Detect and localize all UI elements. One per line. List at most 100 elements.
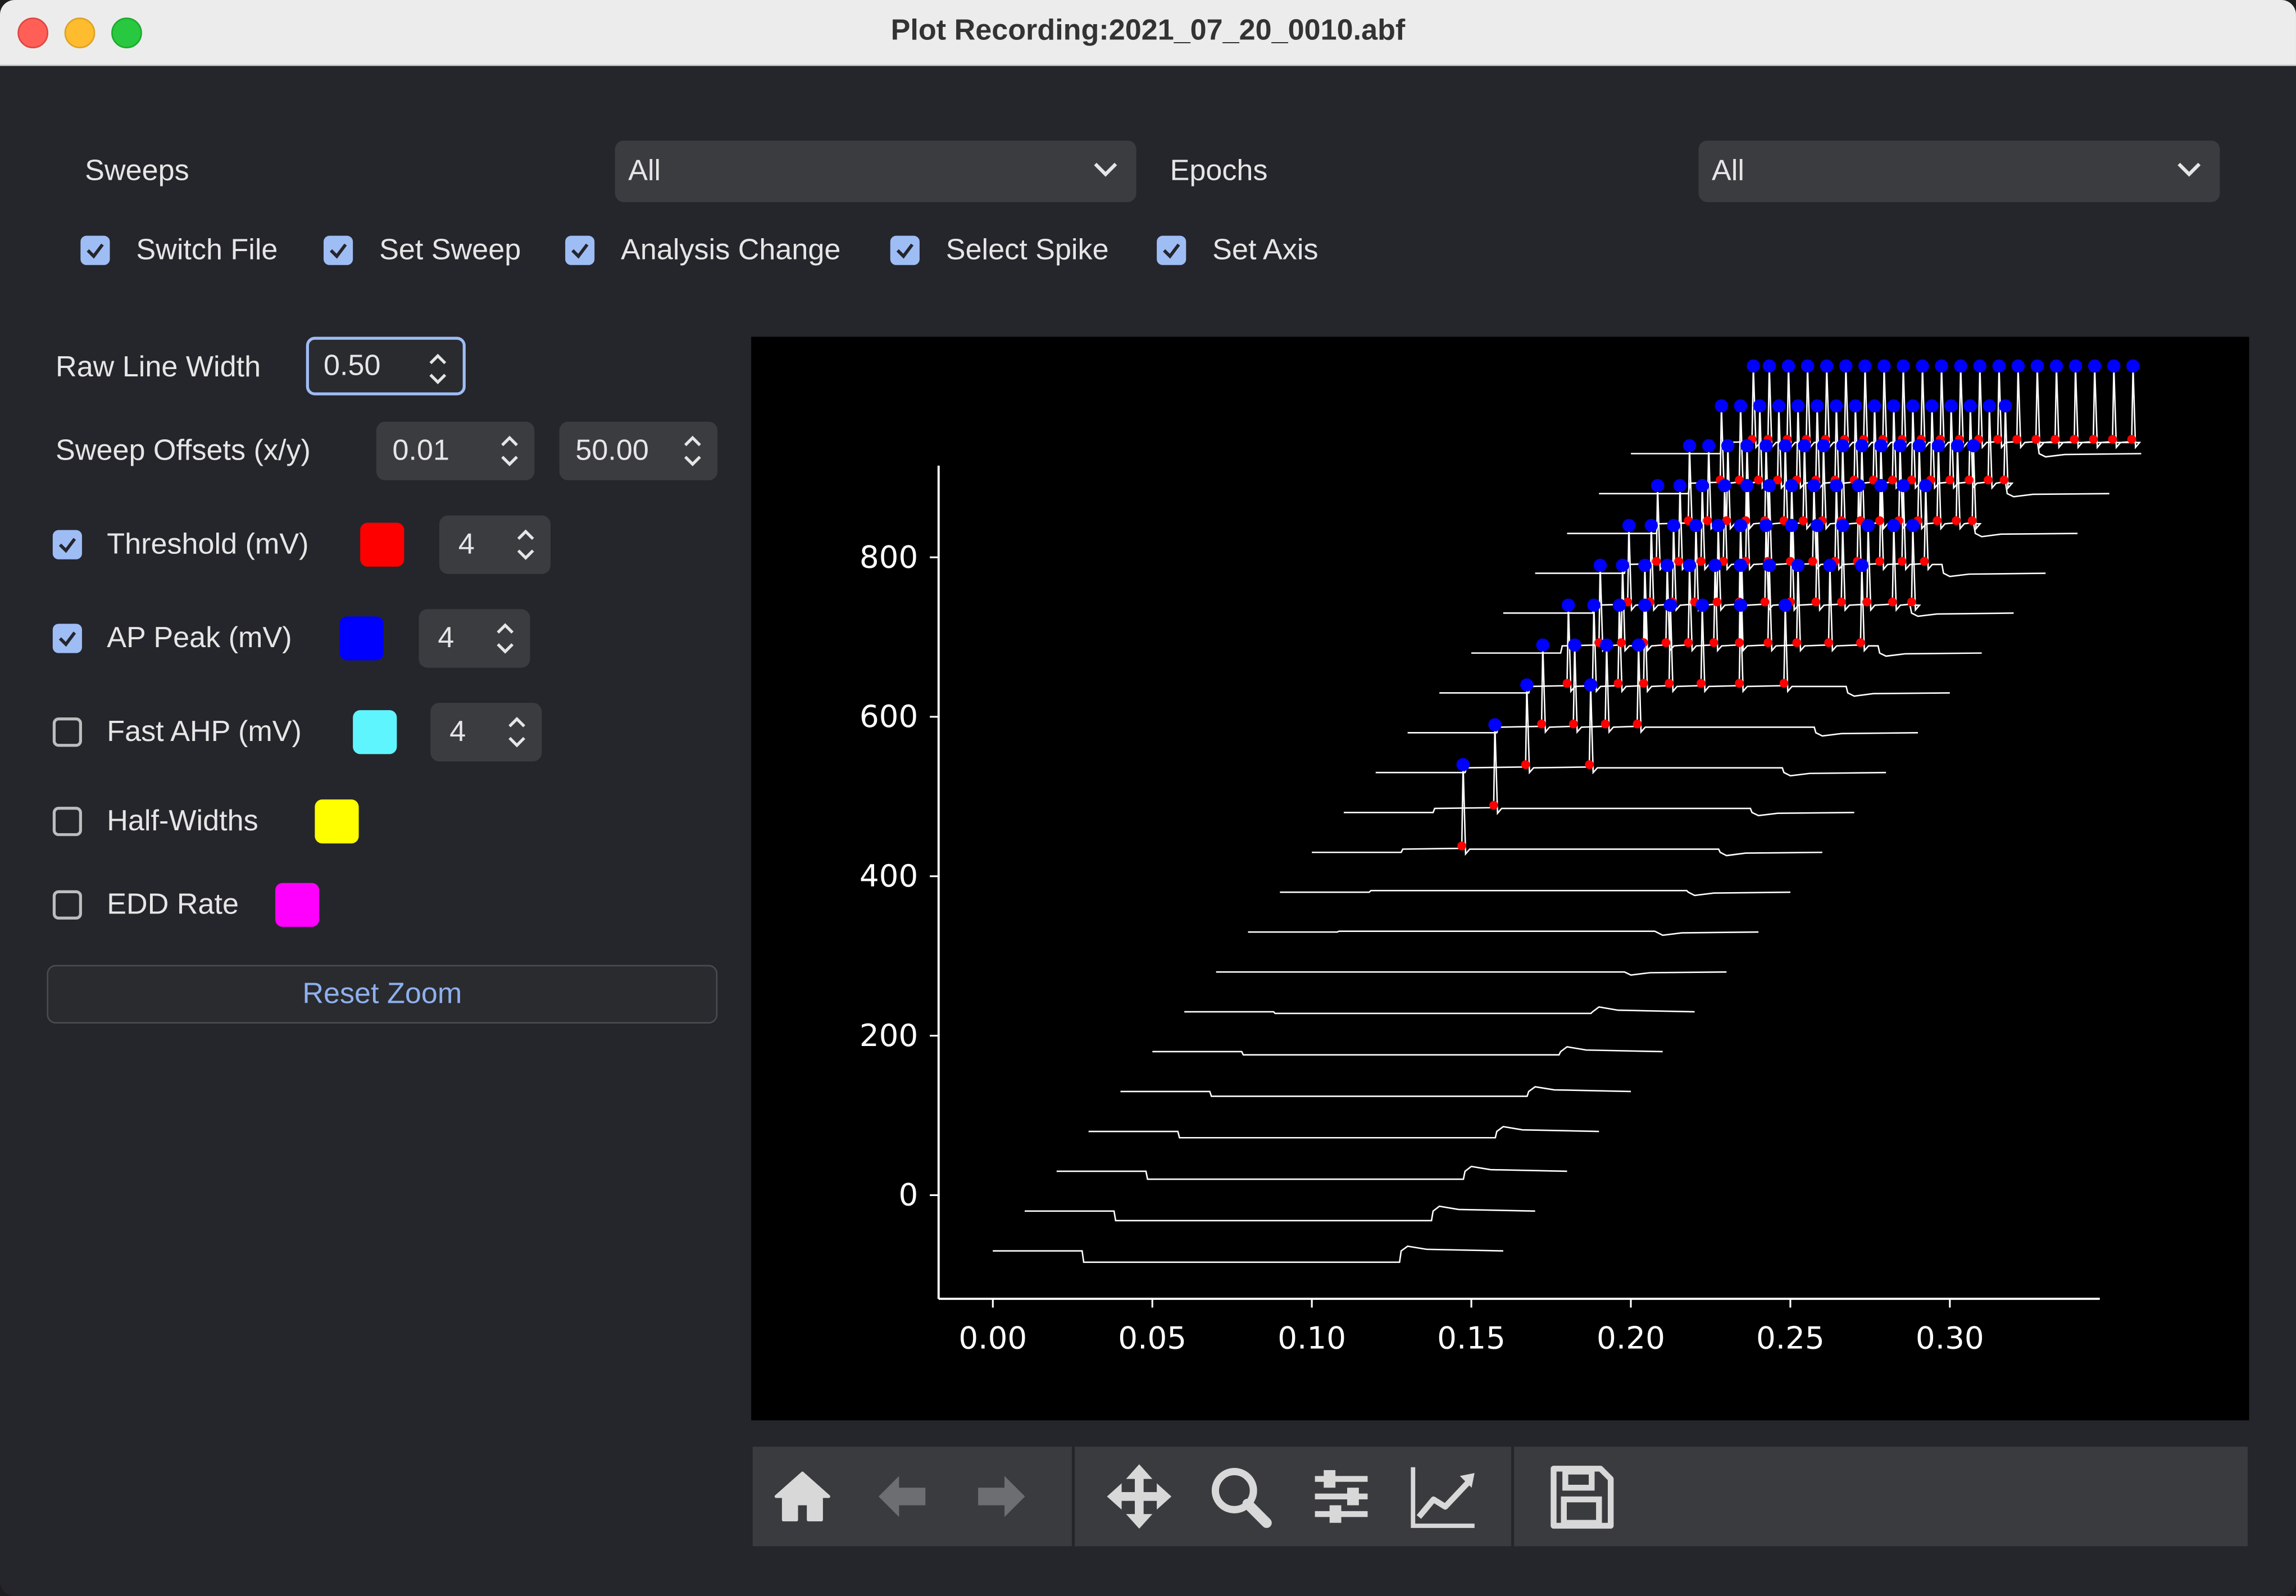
home-icon[interactable] xyxy=(767,1461,838,1531)
ap-peak-marker xyxy=(1759,439,1773,453)
sweep-trace xyxy=(993,1245,1503,1263)
fast-ahp-color-swatch[interactable] xyxy=(353,710,397,754)
spin-arrows-icon[interactable] xyxy=(499,432,520,470)
set-sweep-checkbox[interactable] xyxy=(324,235,353,265)
ap-peak-marker xyxy=(1944,399,1958,413)
sweep-trace xyxy=(1248,930,1759,936)
ap-peak-marker xyxy=(1791,399,1805,413)
ap-peak-marker xyxy=(1683,558,1697,572)
y-tick-label: 0 xyxy=(898,1177,918,1213)
threshold-marker xyxy=(1965,475,1974,485)
fast-ahp-checkbox[interactable] xyxy=(52,717,82,747)
checkmark-icon xyxy=(1163,243,1180,259)
raw-line-width-label: Raw Line Width xyxy=(56,351,261,384)
threshold-marker xyxy=(1999,475,2009,485)
threshold-size-spinbox[interactable]: 4 xyxy=(439,515,551,574)
title-bar: Plot Recording:2021_07_20_0010.abf xyxy=(0,0,2296,66)
sweep-offsets-label: Sweep Offsets (x/y) xyxy=(56,435,311,467)
edit-axis-icon[interactable] xyxy=(1407,1461,1477,1531)
reset-zoom-button[interactable]: Reset Zoom xyxy=(47,965,718,1024)
ap-peak-marker xyxy=(1781,359,1795,373)
spin-arrows-icon[interactable] xyxy=(507,713,527,751)
spin-arrows-icon[interactable] xyxy=(683,432,703,470)
ap-peak-marker xyxy=(1762,558,1776,572)
ap-peak-marker xyxy=(1935,359,1948,373)
threshold-marker xyxy=(1811,597,1821,607)
configure-subplots-icon[interactable] xyxy=(1306,1461,1376,1531)
sweeps-chart[interactable]: 0.00 0.05 0.10 0.15 0.20 0.25 0.30 0 200 400 600 80… xyxy=(751,337,2249,1420)
edd-rate-color-swatch[interactable] xyxy=(275,883,320,927)
threshold-marker xyxy=(1933,516,1942,525)
raw-line-width-spinbox[interactable]: 0.50 xyxy=(306,337,466,395)
sweep-offset-x-spinbox[interactable]: 0.01 xyxy=(376,421,535,480)
threshold-color-swatch[interactable] xyxy=(360,522,404,567)
ap-peak-size-spinbox[interactable]: 4 xyxy=(419,609,530,668)
spin-arrows-icon[interactable] xyxy=(495,620,515,658)
ap-peak-marker xyxy=(1689,519,1703,533)
ap-peak-marker xyxy=(1874,479,1888,493)
analysis-change-label: Analysis Change xyxy=(621,234,841,267)
zoom-icon[interactable] xyxy=(1205,1461,1275,1531)
analysis-change-checkbox[interactable] xyxy=(565,235,595,265)
ap-peak-marker xyxy=(1718,479,1731,493)
ap-peak-marker xyxy=(1762,359,1776,373)
threshold-marker xyxy=(2108,435,2117,444)
spin-arrows-icon[interactable] xyxy=(428,350,448,388)
ap-peak-marker xyxy=(1998,399,2012,413)
half-widths-checkbox[interactable] xyxy=(52,807,82,836)
minimize-window-button[interactable] xyxy=(64,17,96,49)
half-widths-color-swatch[interactable] xyxy=(315,799,359,844)
threshold-marker xyxy=(1652,557,1661,566)
x-tick-label: 0.20 xyxy=(1597,1320,1665,1356)
save-icon[interactable] xyxy=(1546,1461,1616,1531)
ap-peak-marker xyxy=(1715,399,1728,413)
forward-arrow-icon[interactable] xyxy=(966,1461,1036,1531)
edd-rate-checkbox[interactable] xyxy=(52,890,82,920)
threshold-label: Threshold (mV) xyxy=(107,528,309,561)
threshold-marker xyxy=(1639,679,1648,688)
ap-peak-marker xyxy=(1855,558,1868,572)
switch-file-checkbox[interactable] xyxy=(80,235,110,265)
epochs-select[interactable]: All xyxy=(1698,140,2220,202)
raw-line-width-value: 0.50 xyxy=(324,349,381,383)
zoom-window-button[interactable] xyxy=(111,17,142,49)
sweep-trace xyxy=(1503,525,2014,617)
y-tick-label: 800 xyxy=(860,539,918,575)
ap-peak-marker xyxy=(1488,718,1502,731)
ap-peak-marker xyxy=(1695,598,1709,612)
threshold-marker xyxy=(1601,719,1610,729)
ap-peak-marker xyxy=(1734,558,1748,572)
pan-icon[interactable] xyxy=(1104,1461,1174,1531)
ap-peak-marker xyxy=(1823,558,1837,572)
ap-peak-marker xyxy=(1810,519,1824,533)
sweep-trace xyxy=(1025,1205,1535,1222)
fast-ahp-size-spinbox[interactable]: 4 xyxy=(430,703,542,762)
plot-canvas[interactable]: 0.00 0.05 0.10 0.15 0.20 0.25 0.30 0 200 400 600 80… xyxy=(751,337,2249,1421)
threshold-marker xyxy=(1993,435,2002,444)
threshold-marker xyxy=(1798,516,1808,525)
threshold-marker xyxy=(1697,557,1706,566)
ap-peak-color-swatch[interactable] xyxy=(339,616,384,661)
threshold-marker xyxy=(1888,597,1897,607)
switch-file-label: Switch File xyxy=(136,234,278,267)
threshold-marker xyxy=(1617,638,1626,647)
threshold-marker xyxy=(1824,638,1833,647)
ap-peak-marker xyxy=(1695,479,1709,493)
back-arrow-icon[interactable] xyxy=(867,1461,937,1531)
ap-peak-marker xyxy=(1906,399,1920,413)
ap-peak-checkbox[interactable] xyxy=(52,624,82,653)
sweeps-select-value: All xyxy=(628,155,661,188)
set-axis-checkbox[interactable] xyxy=(1157,235,1186,265)
sweep-offset-y-spinbox[interactable]: 50.00 xyxy=(559,421,718,480)
close-window-button[interactable] xyxy=(17,17,49,49)
sweeps-select[interactable]: All xyxy=(615,140,1136,202)
ap-peak-marker xyxy=(1897,359,1910,373)
spin-arrows-icon[interactable] xyxy=(515,526,535,564)
ap-peak-marker xyxy=(1638,598,1652,612)
ap-peak-marker xyxy=(1868,399,1881,413)
threshold-marker xyxy=(1585,760,1594,769)
select-spike-checkbox[interactable] xyxy=(890,235,920,265)
threshold-marker xyxy=(1489,801,1498,810)
threshold-checkbox[interactable] xyxy=(52,530,82,560)
threshold-marker xyxy=(1875,516,1884,525)
